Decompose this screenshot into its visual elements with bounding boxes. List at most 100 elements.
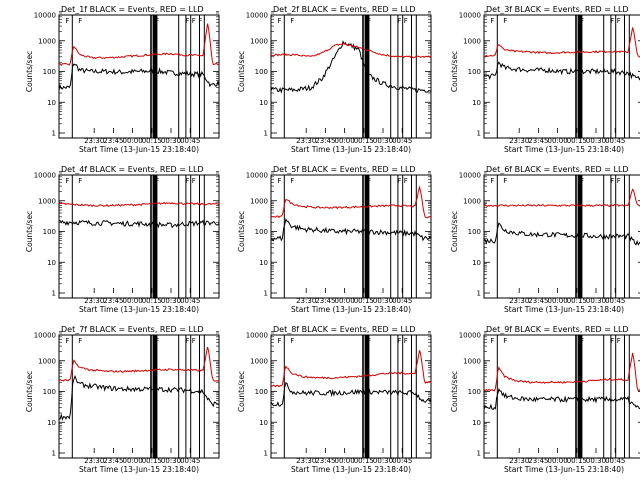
- event-band: [203, 335, 205, 458]
- x-axis-label: Start Time (13-Jun-15 23:18:40): [79, 465, 199, 474]
- event-band: [397, 15, 399, 138]
- x-tick-label: 23:30: [509, 137, 529, 145]
- flag-marker: F: [610, 177, 614, 185]
- x-tick-label: 00:30: [161, 297, 181, 305]
- flag-marker: F: [610, 337, 614, 345]
- y-tick-label: 100: [468, 228, 481, 236]
- panel-title: Det_5f BLACK = Events, RED = LLD: [273, 165, 416, 174]
- event-band: [624, 175, 625, 298]
- x-tick-label: 00:15: [354, 137, 374, 145]
- x-tick-label: 23:30: [509, 297, 529, 305]
- event-band: [397, 175, 399, 298]
- x-tick-label: 00:45: [392, 297, 412, 305]
- x-tick-label: 00:00: [335, 137, 355, 145]
- x-tick-label: 00:30: [161, 457, 181, 465]
- flag-marker: F: [397, 337, 401, 345]
- panel-9: Det_9f BLACK = Events, RED = LLD10000100…: [450, 325, 640, 474]
- panel-title: Det_8f BLACK = Events, RED = LLD: [273, 325, 416, 334]
- x-tick-label: 00:00: [123, 457, 143, 465]
- y-tick-label: 1: [52, 450, 56, 458]
- flag-marker: F: [367, 337, 371, 345]
- event-band: [415, 335, 417, 458]
- x-tick-label: 23:45: [528, 297, 548, 305]
- event-band: [415, 175, 417, 298]
- event-band: [190, 175, 192, 298]
- y-tick-label: 1000: [250, 197, 268, 205]
- event-band: [575, 335, 577, 458]
- lld-series-line: [483, 188, 640, 207]
- y-tick-label: 1: [264, 290, 268, 298]
- x-tick-label: 23:45: [315, 137, 335, 145]
- x-tick-label: 23:45: [103, 137, 123, 145]
- x-tick-label: 00:00: [123, 297, 143, 305]
- event-band: [624, 15, 625, 138]
- event-band: [390, 335, 392, 458]
- y-tick-label: 10: [259, 99, 268, 107]
- lld-series-line: [270, 42, 432, 59]
- y-tick-label: 100: [255, 228, 268, 236]
- y-tick-label: 10: [472, 419, 481, 427]
- x-tick-label: 00:30: [373, 297, 393, 305]
- x-axis-label: Start Time (13-Jun-15 23:18:40): [291, 145, 411, 154]
- y-tick-label: 1000: [38, 357, 56, 365]
- y-tick-label: 100: [255, 388, 268, 396]
- event-band: [283, 15, 285, 138]
- plot-frame: [270, 174, 432, 299]
- x-tick-label: 00:45: [605, 457, 625, 465]
- event-band: [624, 335, 625, 458]
- lld-series-line: [58, 346, 220, 382]
- x-tick-label: 00:00: [335, 457, 355, 465]
- x-tick-label: 23:45: [528, 457, 548, 465]
- x-axis-label: Start Time (13-Jun-15 23:18:40): [79, 145, 199, 154]
- x-tick-label: 00:15: [567, 457, 587, 465]
- y-tick-label: 1: [264, 130, 268, 138]
- flag-marker: F: [185, 337, 189, 345]
- events-series-line: [58, 63, 220, 91]
- x-tick-label: 23:45: [103, 457, 123, 465]
- x-tick-label: 00:00: [548, 457, 568, 465]
- y-tick-label: 100: [43, 68, 56, 76]
- flag-marker: F: [404, 337, 408, 345]
- y-tick-label: 10: [472, 99, 481, 107]
- event-band: [628, 335, 630, 458]
- panel-4: Det_4f BLACK = Events, RED = LLD10000100…: [25, 165, 220, 314]
- y-axis-label: Counts/sec: [25, 211, 34, 252]
- x-tick-label: 00:30: [161, 137, 181, 145]
- x-tick-label: 00:45: [605, 137, 625, 145]
- event-band: [615, 335, 617, 458]
- x-tick-label: 00:15: [142, 137, 162, 145]
- x-tick-label: 00:45: [180, 297, 200, 305]
- y-tick-label: 100: [255, 68, 268, 76]
- plot-frame: [58, 174, 220, 299]
- y-axis-label: Counts/sec: [237, 371, 246, 412]
- x-tick-label: 00:15: [567, 137, 587, 145]
- lld-series-line: [270, 185, 432, 219]
- event-band: [185, 335, 187, 458]
- y-axis-label: Counts/sec: [450, 211, 459, 252]
- y-axis-label: Counts/sec: [450, 51, 459, 92]
- event-band: [496, 175, 498, 298]
- event-band: [283, 175, 285, 298]
- flag-marker: F: [503, 177, 507, 185]
- events-series-line: [483, 61, 640, 81]
- panel-title: Det_7f BLACK = Events, RED = LLD: [61, 325, 204, 334]
- event-band: [178, 15, 180, 138]
- event-band: [283, 335, 285, 458]
- event-band: [402, 15, 404, 138]
- event-band: [615, 15, 617, 138]
- panel-8: Det_8f BLACK = Events, RED = LLD10000100…: [237, 325, 432, 474]
- y-tick-label: 1000: [250, 357, 268, 365]
- events-series-line: [58, 219, 220, 229]
- lld-series-line: [270, 350, 432, 388]
- flag-marker: F: [617, 337, 621, 345]
- panel-2: Det_2f BLACK = Events, RED = LLD10000100…: [237, 5, 432, 154]
- event-band: [411, 335, 412, 458]
- x-tick-label: 23:30: [84, 137, 104, 145]
- event-band: [603, 15, 605, 138]
- event-band: [362, 335, 364, 458]
- flag-marker: F: [490, 177, 494, 185]
- y-axis-label: Counts/sec: [450, 371, 459, 412]
- flag-marker: F: [617, 17, 621, 25]
- x-axis-label: Start Time (13-Jun-15 23:18:40): [504, 145, 624, 154]
- flag-marker: F: [404, 17, 408, 25]
